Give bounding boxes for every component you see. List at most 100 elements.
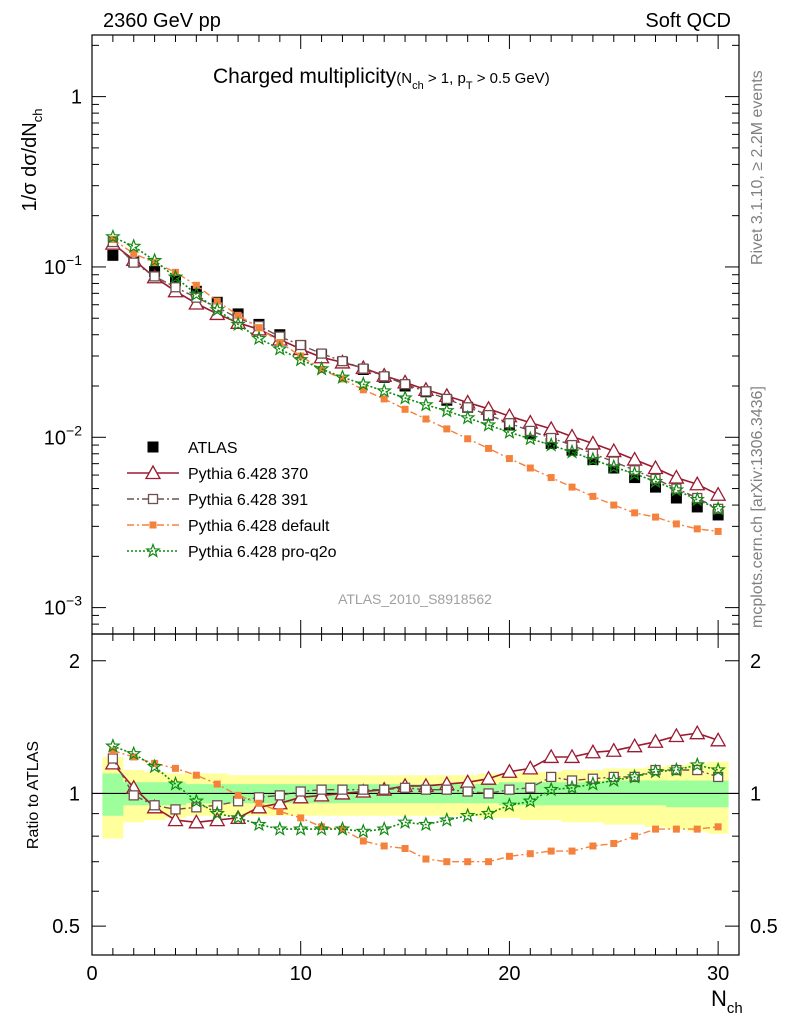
ratio-panel-series	[104, 724, 727, 866]
top-point-pq2o-9	[272, 340, 288, 356]
top-point-p391-11	[316, 348, 327, 359]
ratio-point-p370-30	[710, 731, 727, 747]
top-point-p370-26	[626, 451, 643, 466]
top-point-pdef-23	[568, 483, 576, 491]
top-point-pq2o-3	[146, 252, 163, 268]
top-point-pq2o-16	[418, 396, 434, 412]
top-point-pq2o-18	[459, 409, 476, 425]
top-point-pdef-2	[130, 249, 138, 257]
legend-marker-p391	[147, 493, 159, 505]
ratio-point-pdef-24	[589, 842, 597, 850]
top-point-pdef-5	[192, 281, 200, 289]
ratio-point-pdef-13	[359, 837, 367, 845]
ratio-point-pq2o-13	[355, 823, 372, 839]
ratio-point-pdef-17	[443, 858, 451, 866]
x-tick-label: 10	[290, 963, 312, 985]
ratio-point-pdef-3	[151, 759, 159, 767]
ratio-point-pq2o-4	[167, 775, 184, 791]
ratio-point-p370-28	[668, 727, 685, 743]
top-ytick-label: 1	[71, 87, 82, 109]
top-point-atlas-4	[169, 275, 181, 287]
ratio-point-pdef-9	[276, 807, 284, 815]
legend-marker-pq2o	[145, 542, 161, 558]
ratio-panel-ticks: 0.5 0.5 1 1 2 2	[52, 651, 778, 938]
top-point-atlas-30	[712, 509, 724, 521]
top-point-pdef-8	[255, 324, 263, 332]
ratio-y-axis-title: Ratio to ATLAS	[25, 741, 42, 849]
top-point-pq2o-22	[543, 436, 559, 452]
ratio-point-pdef-20	[505, 852, 513, 860]
ratio-point-p370-24	[584, 743, 602, 759]
top-point-pq2o-26	[626, 465, 643, 481]
ratio-point-pq2o-23	[564, 779, 580, 795]
ratio-point-p391-3	[149, 800, 160, 811]
ratio-point-pdef-11	[318, 823, 326, 831]
ratio-point-p370-5	[188, 813, 205, 829]
top-point-pq2o-24	[585, 451, 601, 467]
top-point-atlas-24	[587, 454, 599, 466]
ratio-panel: 0.5 0.5 1 1 2 2 Ratio to ATLAS	[25, 633, 778, 956]
ratio-point-p391-9	[274, 790, 285, 801]
ratio-point-pq2o-14	[376, 820, 393, 836]
ratio-point-pq2o-17	[438, 811, 455, 827]
ratio-point-pq2o-20	[501, 797, 518, 812]
ratio-point-p370-29	[689, 724, 706, 740]
ratio-ytick-label-right: 0.5	[750, 916, 778, 938]
ratio-point-p370-20	[501, 763, 518, 778]
ratio-ytick-label-left: 2	[69, 651, 80, 673]
top-point-pdef-18	[464, 435, 472, 443]
ratio-point-pdef-22	[547, 847, 555, 855]
top-point-p391-10	[295, 339, 306, 351]
top-point-p391-20	[504, 418, 515, 429]
top-point-pq2o-27	[647, 473, 664, 489]
legend-marker-p370	[144, 464, 162, 480]
top-point-pdef-20	[505, 455, 513, 463]
ratio-point-p391-6	[212, 800, 223, 811]
ratio-point-pdef-29	[693, 825, 701, 833]
top-point-p391-12	[337, 355, 348, 367]
x-axis: 0 10 20 30	[86, 35, 740, 985]
ratio-point-pq2o-6	[209, 805, 226, 821]
ratio-point-p391-10	[295, 786, 306, 797]
ratio-point-pq2o-12	[334, 820, 351, 836]
ratio-ytick-label-right: 2	[750, 651, 761, 673]
ratio-point-pq2o-26	[626, 768, 643, 784]
ratio-point-pq2o-28	[668, 761, 685, 777]
legend-label-pq2o: Pythia 6.428 pro-q2o	[188, 544, 337, 561]
top-point-pq2o-23	[564, 443, 580, 459]
top-point-pq2o-15	[397, 389, 413, 405]
top-point-p391-2	[128, 257, 139, 268]
top-point-pq2o-10	[292, 351, 309, 367]
top-ytick-label: 10−3	[44, 593, 82, 620]
ratio-point-p370-19	[480, 770, 497, 785]
cut-sub-nch: ch	[412, 80, 424, 92]
ratio-point-pq2o-24	[585, 775, 601, 791]
ratio-point-pdef-5	[192, 771, 200, 779]
ratio-point-p391-11	[316, 784, 327, 795]
ratio-panel-frame	[91, 633, 740, 956]
top-point-pq2o-4	[167, 268, 184, 284]
ratio-point-p391-2	[128, 790, 139, 801]
top-point-pq2o-20	[501, 424, 518, 439]
legend: ATLAS Pythia 6.428 370 Pythia 6.428 391 Pyt…	[127, 440, 337, 561]
top-point-pq2o-2	[126, 238, 142, 254]
ratio-point-p391-20	[504, 784, 515, 795]
top-point-atlas-29	[691, 501, 703, 513]
ratio-point-pdef-7	[234, 791, 242, 799]
top-point-p370-30	[710, 486, 727, 501]
main-title: Charged multiplicity(Nch > 1, pT > 0.5 G…	[213, 65, 550, 92]
top-point-p391-13	[358, 363, 369, 374]
cut-prefix: (N	[396, 70, 412, 87]
ratio-point-pdef-8	[255, 799, 263, 807]
top-point-pq2o-8	[251, 330, 267, 346]
ratio-point-pq2o-3	[146, 758, 163, 774]
top-panel: 10−310−210−11 Charged multiplicity(Nch >…	[19, 34, 740, 635]
top-point-pdef-16	[422, 415, 430, 423]
top-point-pdef-26	[631, 509, 639, 517]
top-point-pq2o-6	[209, 301, 226, 317]
top-point-pdef-6	[213, 297, 221, 305]
ratio-point-p391-1	[107, 753, 119, 764]
ratio-point-p391-19	[483, 788, 494, 799]
